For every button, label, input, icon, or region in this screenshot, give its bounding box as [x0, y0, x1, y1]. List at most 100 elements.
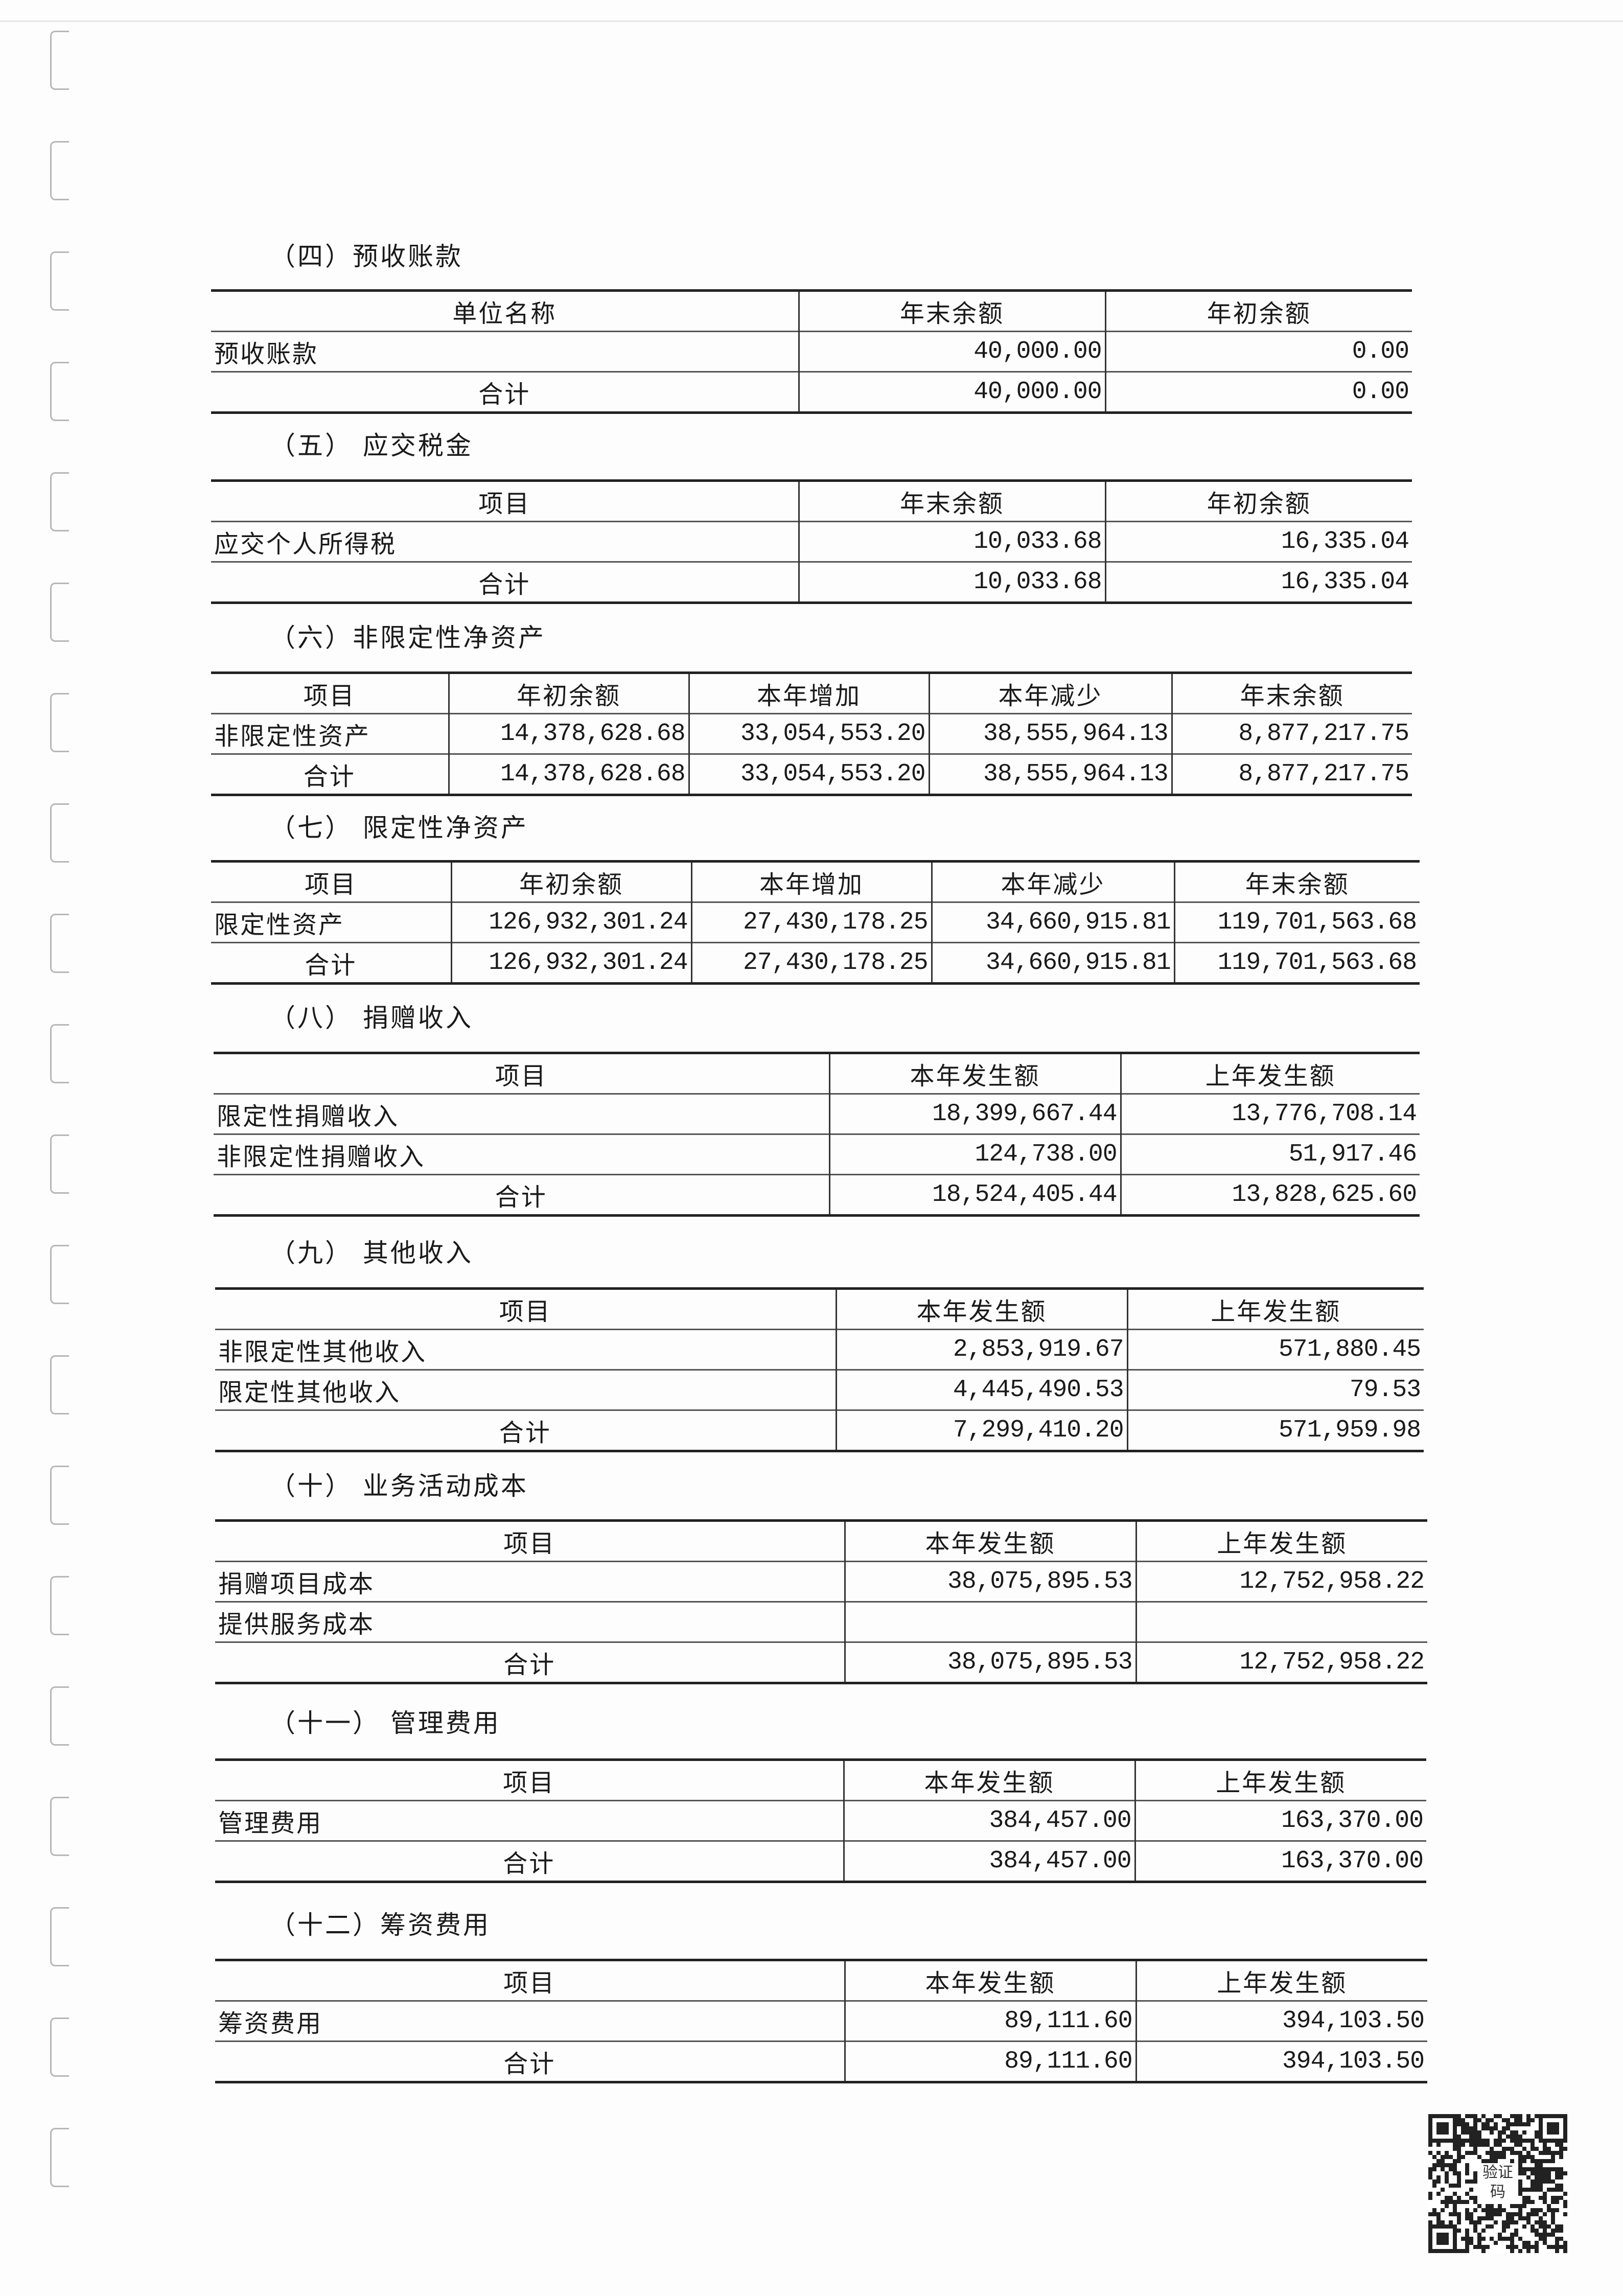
qr-module — [1518, 2216, 1522, 2220]
qr-module — [1428, 2175, 1432, 2179]
qr-module — [1453, 2241, 1457, 2245]
column-header: 本年发生额 — [844, 1959, 1136, 2001]
qr-module — [1457, 2216, 1461, 2220]
row-label: 合计 — [215, 1409, 836, 1451]
amount-cell: 40,000.00 — [798, 371, 1105, 413]
qr-module — [1428, 2114, 1432, 2118]
qr-module — [1432, 2224, 1436, 2229]
qr-module — [1481, 2159, 1486, 2163]
qr-module — [1453, 2159, 1457, 2163]
qr-module — [1514, 2135, 1518, 2139]
column-header: 项目 — [211, 672, 449, 714]
column-header: 年初余额 — [450, 861, 691, 902]
qr-code-icon — [1428, 2114, 1567, 2253]
qr-module — [1498, 2143, 1502, 2147]
amount-cell: 12,752,958.22 — [1135, 1641, 1427, 1683]
binding-hole-mark — [50, 1466, 69, 1525]
qr-module — [1535, 2159, 1539, 2163]
qr-module — [1481, 2237, 1486, 2241]
qr-module — [1518, 2139, 1522, 2143]
qr-module — [1469, 2241, 1473, 2245]
qr-module — [1526, 2196, 1531, 2200]
qr-module — [1428, 2241, 1432, 2245]
qr-module — [1555, 2139, 1559, 2143]
qr-module — [1518, 2155, 1522, 2159]
qr-module — [1547, 2147, 1551, 2151]
qr-module — [1498, 2208, 1502, 2212]
qr-module — [1477, 2237, 1481, 2241]
qr-module — [1535, 2220, 1539, 2224]
qr-module — [1461, 2126, 1465, 2130]
qr-module — [1518, 2143, 1522, 2147]
qr-module — [1449, 2220, 1453, 2224]
column-header: 年初余额 — [1104, 480, 1412, 522]
qr-module — [1453, 2249, 1457, 2253]
amount-cell: 40,000.00 — [798, 331, 1105, 372]
column-header: 本年发生额 — [844, 1520, 1136, 1562]
qr-module — [1453, 2135, 1457, 2139]
column-header: 本年增加 — [688, 672, 929, 714]
qr-module — [1555, 2184, 1559, 2188]
qr-module — [1535, 2229, 1539, 2233]
qr-module — [1522, 2200, 1526, 2204]
row-label: 合计 — [215, 1641, 845, 1683]
amount-cell: 394,103.50 — [1135, 2040, 1427, 2082]
qr-module — [1432, 2163, 1436, 2167]
qr-module — [1526, 2245, 1531, 2249]
column-header: 项目 — [214, 1052, 829, 1094]
column-header: 本年发生额 — [835, 1288, 1127, 1330]
column-header: 上年发生额 — [1134, 1759, 1426, 1801]
qr-module — [1518, 2212, 1522, 2216]
qr-module — [1477, 2241, 1481, 2245]
qr-module — [1563, 2139, 1567, 2143]
qr-module — [1518, 2159, 1522, 2163]
qr-module — [1514, 2233, 1518, 2237]
qr-module — [1543, 2159, 1547, 2163]
qr-module — [1555, 2200, 1559, 2204]
qr-module — [1543, 2179, 1547, 2184]
qr-module — [1469, 2179, 1473, 2184]
qr-module — [1436, 2151, 1441, 2155]
table-header-row: 项目 本年发生额 上年发生额 — [215, 1759, 1426, 1801]
scan-edge — [0, 20, 1623, 22]
qr-module — [1490, 2151, 1494, 2155]
amount-cell: 27,430,178.25 — [690, 942, 932, 984]
qr-module — [1522, 2155, 1526, 2159]
qr-module — [1453, 2200, 1457, 2204]
amount-cell: 51,917.46 — [1120, 1133, 1420, 1175]
qr-module — [1563, 2135, 1567, 2139]
column-header: 年末余额 — [1171, 672, 1412, 714]
qr-module — [1539, 2184, 1543, 2188]
qr-module — [1465, 2237, 1469, 2241]
qr-module — [1486, 2151, 1490, 2155]
amount-cell: 34,660,915.81 — [931, 901, 1174, 943]
qr-module — [1477, 2130, 1481, 2135]
note-table: 项目 本年发生额 上年发生额 管理费用 384,457.00 163,370.00 合计 38… — [215, 1758, 1426, 1883]
qr-module — [1428, 2192, 1432, 2196]
qr-module — [1453, 2237, 1457, 2241]
qr-module — [1428, 2245, 1432, 2249]
qr-module — [1531, 2212, 1535, 2216]
qr-module — [1526, 2249, 1531, 2253]
qr-module — [1453, 2208, 1457, 2212]
qr-module — [1465, 2151, 1469, 2155]
qr-module — [1453, 2147, 1457, 2151]
amount-cell: 8,877,217.75 — [1171, 753, 1412, 795]
qr-module — [1449, 2224, 1453, 2229]
qr-module — [1563, 2204, 1567, 2208]
qr-module — [1486, 2143, 1490, 2147]
qr-module — [1428, 2212, 1432, 2216]
qr-module — [1436, 2249, 1441, 2253]
column-header: 年末余额 — [798, 290, 1105, 332]
qr-module — [1559, 2151, 1563, 2155]
qr-module — [1518, 2192, 1522, 2196]
qr-module — [1563, 2245, 1567, 2249]
qr-module — [1526, 2122, 1531, 2126]
qr-module — [1445, 2224, 1449, 2229]
qr-module — [1510, 2139, 1514, 2143]
qr-module — [1465, 2241, 1469, 2245]
qr-module — [1522, 2245, 1526, 2249]
qr-module — [1514, 2143, 1518, 2147]
qr-module — [1506, 2118, 1510, 2122]
qr-module — [1526, 2188, 1531, 2192]
